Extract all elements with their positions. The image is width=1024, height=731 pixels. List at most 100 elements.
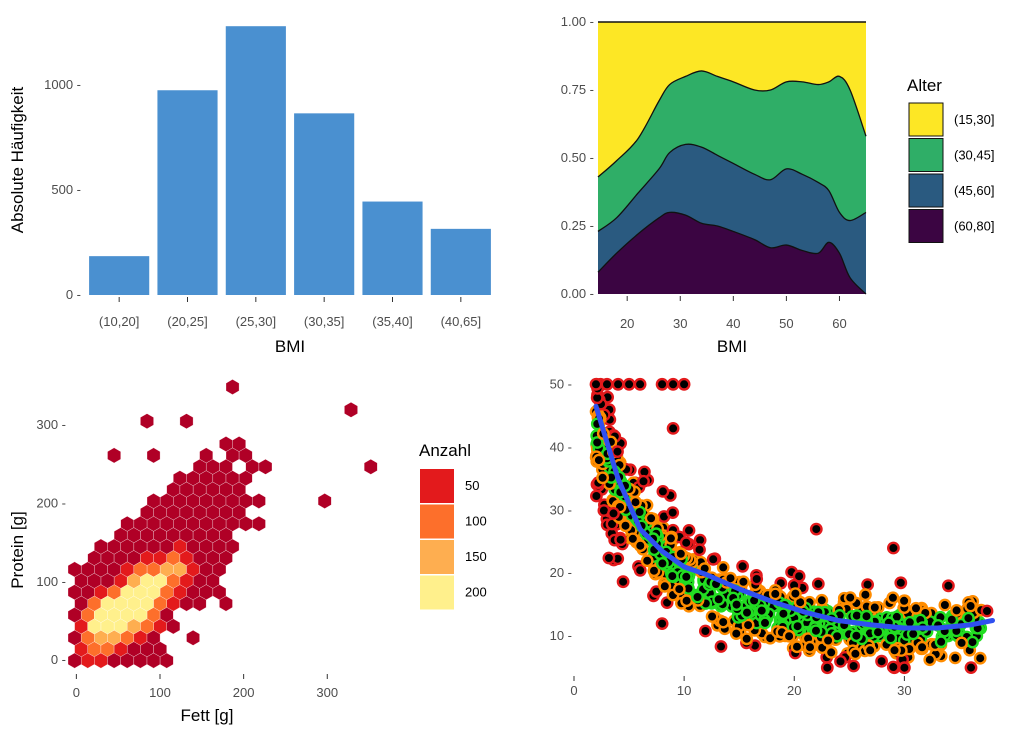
- point-745: [691, 590, 704, 604]
- point-586: [656, 484, 670, 498]
- boundary-line-0: [597, 211, 867, 295]
- hex-cell-170: [107, 447, 121, 464]
- point-552: [706, 552, 720, 566]
- x-tick-label-1: (20,25]: [167, 314, 207, 329]
- x-tick-label-3: 30: [897, 683, 911, 698]
- legend-swatch-2: [908, 173, 944, 208]
- x-tick-label-3: (30,35]: [304, 314, 344, 329]
- point-668: [955, 636, 968, 650]
- hex-cell-123: [67, 584, 82, 600]
- legend-swatch-3: [420, 575, 454, 610]
- hex-cell-165: [225, 379, 240, 395]
- point-559: [966, 635, 979, 649]
- point-553: [637, 474, 650, 488]
- x-tick-label-0: 0: [570, 683, 577, 698]
- point-750: [679, 570, 693, 584]
- point-737: [868, 601, 882, 614]
- point-764: [633, 377, 647, 391]
- point-44: [938, 598, 952, 612]
- legend-swatch-2: [420, 540, 454, 574]
- point-762: [611, 377, 625, 391]
- hex-cell-148: [232, 504, 246, 521]
- legend-label-1: 100: [465, 514, 487, 529]
- point-521: [875, 654, 888, 668]
- point-508: [884, 631, 898, 645]
- x-axis-title: Fett [g]: [181, 706, 234, 725]
- hex-cell-160: [219, 550, 233, 566]
- y-tick-label-0: 0 -: [51, 652, 66, 667]
- x-tick-label-4: 60: [832, 316, 846, 331]
- hex-cell-150: [192, 595, 207, 612]
- x-tick-label-4: (35,40]: [372, 314, 412, 329]
- hex-cell-157: [186, 630, 200, 646]
- point-754: [915, 640, 929, 654]
- x-tick-label-3: 50: [779, 316, 793, 331]
- legend-swatch-0: [420, 469, 454, 503]
- point-468: [886, 660, 900, 674]
- point-759: [674, 547, 688, 561]
- point-766: [666, 377, 680, 391]
- hex-cell-39: [87, 618, 102, 635]
- hex-cell-158: [258, 459, 273, 475]
- point-649: [886, 591, 900, 605]
- point-564: [602, 551, 616, 565]
- hex-cell-132: [186, 516, 200, 532]
- x-tick-label-0: 0: [73, 685, 80, 700]
- y-tick-label-1: 500 -: [51, 182, 81, 197]
- legend-label-2: 150: [465, 549, 487, 564]
- point-726: [909, 601, 923, 615]
- legend-label-0: 50: [465, 478, 479, 493]
- x-tick-label-0: (10,20]: [99, 314, 139, 329]
- point-744: [730, 598, 743, 611]
- point-643: [790, 640, 804, 654]
- point-725: [611, 445, 624, 458]
- hex-cell-166: [140, 413, 154, 429]
- point-752: [950, 604, 963, 617]
- point-693: [789, 587, 802, 600]
- point-172: [861, 578, 874, 591]
- point-584: [712, 592, 726, 606]
- point-767: [677, 377, 691, 391]
- area-2: [598, 70, 866, 232]
- point-477: [614, 533, 627, 547]
- legend-swatch-1: [908, 138, 944, 172]
- point-755: [656, 557, 669, 570]
- x-axis-title: BMI: [275, 337, 305, 356]
- hex-cell-173: [317, 493, 332, 509]
- area-layers: [597, 22, 867, 295]
- x-tick-label-1: 30: [673, 316, 687, 331]
- hex-cell-152: [120, 538, 134, 555]
- y-tick-label-4: 50 -: [550, 376, 572, 391]
- legend-label-3: 200: [465, 585, 487, 600]
- point-669: [791, 619, 804, 633]
- bar-0: [89, 256, 150, 295]
- point-772: [980, 604, 994, 618]
- point-765: [655, 377, 669, 391]
- point-520: [644, 511, 658, 525]
- point-761: [600, 377, 614, 391]
- point-227: [847, 659, 860, 673]
- point-729: [782, 629, 796, 643]
- point-747: [860, 609, 873, 623]
- y-tick-label-0: 0 -: [66, 287, 81, 302]
- y-tick-label-2: 1000 -: [44, 77, 81, 92]
- point-748: [755, 604, 769, 617]
- bar-2: [225, 26, 286, 295]
- hex-cell-172: [364, 459, 378, 475]
- point-760: [589, 377, 603, 391]
- point-736: [897, 594, 911, 608]
- hex-cell-161: [192, 459, 207, 475]
- hex-cells: [67, 379, 378, 669]
- point-617: [679, 536, 693, 550]
- bar-5: [430, 228, 491, 295]
- hex-cell-167: [179, 413, 194, 429]
- point-627: [768, 587, 782, 601]
- point-132: [616, 575, 630, 589]
- hex-cell-129: [166, 618, 181, 635]
- point-749: [888, 643, 901, 657]
- hex-cell-121: [67, 652, 82, 669]
- point-662: [871, 625, 885, 639]
- hex-cell-122: [179, 573, 194, 589]
- point-698: [809, 624, 823, 638]
- x-tick-label-2: (25,30]: [236, 314, 276, 329]
